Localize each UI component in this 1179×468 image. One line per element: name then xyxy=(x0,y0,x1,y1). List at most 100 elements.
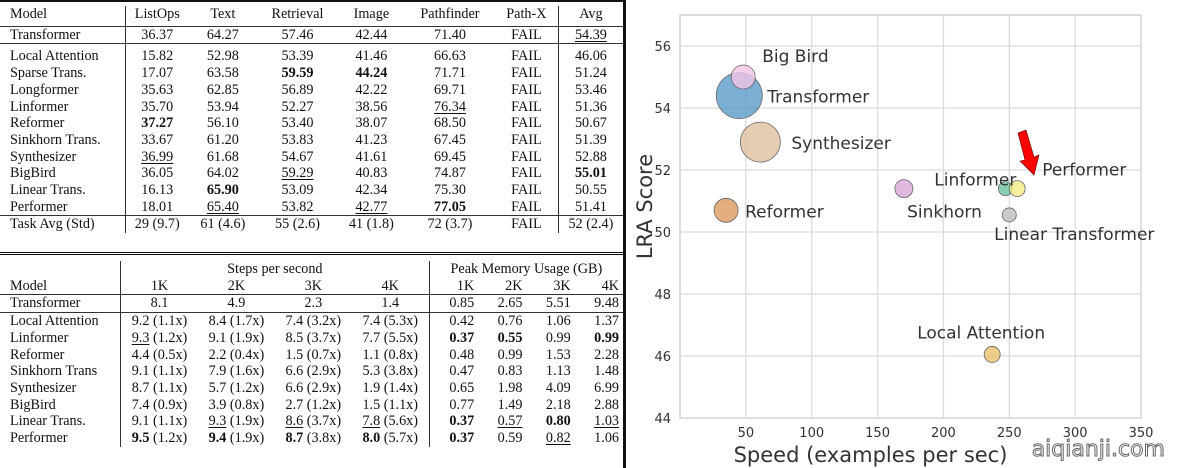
cell-value: 7.4 xyxy=(362,313,381,330)
cell-value: 52.98 xyxy=(206,48,239,65)
cell: 59.59 xyxy=(257,65,338,82)
cell: FAIL xyxy=(494,165,559,183)
cell: 7.8 (5.6x) xyxy=(351,413,430,431)
cell: 6.6 (2.9x) xyxy=(275,380,352,397)
cell: 75.30 xyxy=(405,182,495,199)
cell-value: 61.68 xyxy=(206,148,239,165)
bubble-synthesizer xyxy=(739,121,781,163)
cell-value: 8.5 xyxy=(285,329,304,346)
cell-value: 0.37 xyxy=(449,329,475,346)
cell-value: 51.41 xyxy=(574,198,607,215)
model-name: BigBird xyxy=(0,396,121,414)
group-header: Peak Memory Usage (GB) xyxy=(450,261,603,277)
cell-value: 6.99 xyxy=(594,379,619,396)
cell-value: 54.39 xyxy=(574,26,607,43)
cell: 9.1 (1.9x) xyxy=(198,330,275,347)
cell-value: 0.37 xyxy=(449,430,475,447)
cell-value: 50.55 xyxy=(574,182,607,199)
cell-value: 42.22 xyxy=(355,81,388,98)
cell: 8.7 (3.8x) xyxy=(275,430,352,447)
y-tick-label: 52 xyxy=(654,164,671,179)
cell-value: 38.56 xyxy=(355,98,388,115)
cell-value: 2.2 xyxy=(208,346,227,363)
cell-value: 56.89 xyxy=(281,81,314,98)
cell-value: Reformer xyxy=(10,115,65,132)
cell-value: 0.85 xyxy=(449,295,475,312)
cell-value: 50.67 xyxy=(574,115,607,132)
table-row: Performer 18.01 65.40 53.82 42.77 77.05 FAIL 51… xyxy=(0,198,623,216)
cell: 1.1 (0.8x) xyxy=(351,346,430,364)
speedup-ratio: (0.5x) xyxy=(152,346,188,363)
cell-value: Task Avg (Std) xyxy=(10,216,95,233)
cell-value: 41 (1.8) xyxy=(348,216,394,233)
cell-value: Sinkhorn Trans. xyxy=(10,131,101,148)
speedup-ratio: (1.7x) xyxy=(229,313,265,330)
speedup-ratio: (3.8x) xyxy=(383,363,418,380)
cell-value: 57.46 xyxy=(281,26,314,43)
column-header: 1K xyxy=(456,277,475,294)
point-label: Linformer xyxy=(934,171,1016,191)
cell-value: 1.48 xyxy=(594,363,619,380)
cell-value: 52.27 xyxy=(281,98,314,115)
bubble-local-attention xyxy=(983,346,1001,363)
cell-value: 0.48 xyxy=(449,346,475,363)
cell: 74.87 xyxy=(405,165,495,182)
cell: 71.40 xyxy=(405,26,495,44)
speedup-ratio: (1.9x) xyxy=(229,413,265,430)
cell: 42.22 xyxy=(338,82,405,99)
column-header: Pathfinder xyxy=(404,6,495,27)
cell-value: 8.1 xyxy=(150,295,169,312)
speedup-ratio: (0.7x) xyxy=(306,346,342,363)
cell: 62.85 xyxy=(189,82,258,99)
cell: 36.99 xyxy=(125,149,188,166)
group-header: Steps per second xyxy=(120,261,430,278)
cell-value: 9.4 xyxy=(208,430,227,447)
y-tick-label: 48 xyxy=(654,288,671,303)
cell: 50.67 xyxy=(558,115,623,132)
speedup-ratio: (1.1x) xyxy=(383,396,418,413)
bubble-big-bird xyxy=(730,64,756,90)
cell-value: 0.59 xyxy=(497,430,523,447)
x-tick-label: 300 xyxy=(1063,426,1088,441)
speedup-ratio: (1.9x) xyxy=(229,430,265,447)
cell: 4.9 xyxy=(197,294,275,313)
cell-value: 0.77 xyxy=(449,396,475,413)
cell: 18.01 xyxy=(125,199,188,216)
cell-value: 4.09 xyxy=(545,379,571,396)
header-row: Model ListOps Text Retrieval Image Pathfinder… xyxy=(0,6,623,27)
speedup-ratio: (0.4x) xyxy=(229,346,265,363)
cell-value: 42.77 xyxy=(355,198,388,215)
cell: 71.71 xyxy=(405,65,495,82)
table-row: Sparse Trans. 17.07 63.58 59.59 44.24 71.71 FA… xyxy=(0,65,623,82)
lra-bubble-chart: 50 100 150 200 250 300 350 44 46 48 50 52 54 56 Speed … xyxy=(633,14,1154,467)
cell-value: 35.63 xyxy=(141,81,174,98)
cell-value: 41.46 xyxy=(355,48,388,65)
cell: 57.46 xyxy=(257,26,338,44)
cell: 35.63 xyxy=(125,82,188,99)
cell-value: 8.0 xyxy=(362,430,381,447)
model-name: Transformer xyxy=(0,26,126,44)
cell: FAIL xyxy=(494,43,559,66)
column-header: Avg xyxy=(558,6,623,27)
cell-value: 52 (2.4) xyxy=(568,216,614,233)
cell: 0.85 xyxy=(429,294,479,313)
cell-value: 8.7 xyxy=(131,379,150,396)
column-header: Retrieval xyxy=(257,6,338,27)
cell-value: 6.6 xyxy=(285,379,304,396)
cell: 41 (1.8) xyxy=(337,215,405,234)
cell-value: Local Attention xyxy=(10,313,99,330)
cell-value: 42.34 xyxy=(355,182,388,199)
cell-value: Performer xyxy=(10,198,68,215)
cell: 9.1 (1.1x) xyxy=(121,413,198,430)
cell-value: Linformer xyxy=(10,329,69,346)
cell-value: Performer xyxy=(10,430,68,447)
cell: 15.82 xyxy=(125,43,189,66)
cell: 53.82 xyxy=(257,199,338,216)
cell-value: 9.5 xyxy=(131,430,150,447)
model-name: Reformer xyxy=(0,346,121,364)
cell: 54.39 xyxy=(558,26,623,44)
cell: 0.47 xyxy=(429,363,478,380)
cell: 2.18 xyxy=(526,397,574,414)
cell: 52 (2.4) xyxy=(558,215,623,234)
cell: 1.06 xyxy=(575,430,623,447)
